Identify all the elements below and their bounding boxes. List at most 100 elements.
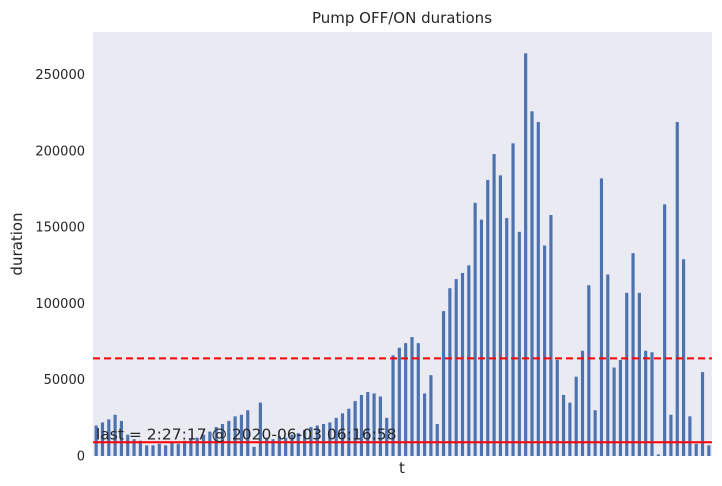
bar — [682, 259, 686, 456]
bar — [404, 343, 408, 456]
bar — [549, 215, 553, 456]
bar — [353, 401, 357, 456]
bar — [164, 445, 168, 456]
bars — [94, 53, 711, 457]
bar — [524, 53, 528, 456]
bar — [460, 272, 465, 456]
bar — [366, 391, 370, 456]
bar — [467, 265, 471, 456]
bar — [454, 279, 458, 456]
y-axis-ticks: 0 50000 100000 150000 200000 250000 — [35, 68, 85, 464]
bar — [479, 219, 484, 456]
bar — [265, 437, 269, 456]
bar — [637, 292, 641, 456]
bar — [498, 175, 502, 456]
bar — [416, 343, 420, 456]
bar — [195, 437, 199, 456]
bar — [574, 376, 578, 456]
bar — [423, 393, 427, 456]
bar — [561, 394, 566, 456]
bar — [675, 121, 679, 457]
bar — [347, 408, 351, 456]
bar — [700, 372, 705, 456]
y-tick-label: 150000 — [35, 221, 85, 236]
y-axis-label: duration — [8, 212, 26, 275]
bar — [593, 410, 597, 456]
bar — [650, 352, 654, 456]
bar — [151, 445, 155, 456]
bar — [315, 425, 319, 456]
bar — [183, 440, 187, 456]
bar — [100, 422, 105, 456]
x-axis-label: t — [399, 459, 405, 477]
bar — [625, 292, 629, 456]
bar — [170, 442, 174, 456]
bar — [385, 417, 389, 456]
bar — [145, 445, 149, 456]
bar — [176, 443, 180, 456]
bar — [296, 433, 300, 456]
bar — [138, 440, 142, 456]
bar — [707, 445, 711, 456]
bar — [448, 288, 452, 456]
bar — [435, 423, 439, 456]
bar — [543, 245, 547, 456]
bar — [429, 375, 433, 456]
bar — [391, 355, 395, 456]
y-tick-label: 100000 — [35, 297, 85, 312]
bar — [580, 350, 585, 456]
y-tick-label: 0 — [77, 450, 85, 465]
bar — [201, 434, 206, 456]
bar — [334, 417, 338, 456]
bar — [473, 202, 477, 456]
bar — [208, 431, 212, 456]
bar — [277, 436, 281, 456]
bar — [631, 253, 635, 456]
bar — [530, 111, 534, 456]
bar — [492, 154, 496, 456]
bar — [233, 416, 237, 456]
bar — [587, 285, 591, 456]
bar — [669, 414, 673, 456]
y-tick-label: 200000 — [35, 144, 85, 159]
bar — [113, 414, 117, 456]
y-tick-label: 250000 — [35, 68, 85, 83]
bar — [694, 443, 698, 456]
bar — [157, 443, 161, 456]
bar — [372, 393, 376, 456]
bar — [397, 347, 401, 456]
bar — [340, 413, 345, 456]
bar — [246, 410, 250, 456]
bar — [132, 439, 136, 456]
bar — [126, 434, 130, 456]
bar — [505, 218, 509, 456]
bar — [555, 359, 559, 456]
y-tick-label: 50000 — [44, 373, 85, 388]
bar — [258, 402, 262, 456]
bar — [220, 423, 225, 456]
bar — [511, 143, 515, 456]
bar — [252, 446, 256, 456]
bar — [321, 423, 326, 456]
bar — [656, 454, 660, 456]
bar — [486, 179, 490, 456]
chart-title: Pump OFF/ON durations — [312, 9, 492, 27]
bar — [119, 420, 123, 456]
bar — [359, 394, 364, 456]
bar — [663, 204, 667, 456]
bar — [568, 402, 572, 456]
reference-lines — [93, 357, 712, 444]
bar — [441, 311, 446, 456]
bar — [189, 439, 193, 456]
bar — [644, 350, 648, 456]
bar — [599, 178, 604, 457]
bar — [227, 420, 231, 456]
bar — [239, 414, 244, 456]
bar — [688, 416, 692, 456]
bar — [284, 437, 288, 456]
bar — [410, 337, 414, 456]
bar — [94, 425, 98, 456]
bar — [290, 434, 294, 456]
bar — [107, 419, 111, 456]
